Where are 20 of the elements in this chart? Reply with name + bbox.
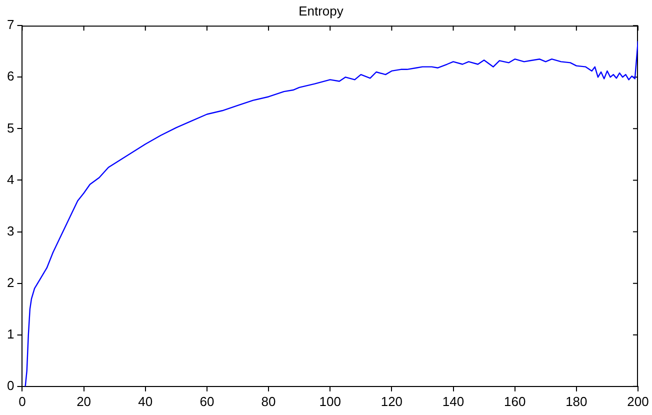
y-tick-label: 5 xyxy=(6,120,14,136)
y-tick-label: 2 xyxy=(6,274,14,290)
y-tick-label: 0 xyxy=(6,378,14,393)
x-tick-label: 20 xyxy=(76,394,92,409)
y-tick-label: 3 xyxy=(6,223,14,238)
x-tick-label: 40 xyxy=(138,394,153,409)
y-tick-label: 6 xyxy=(6,68,14,84)
y-tick-label: 4 xyxy=(6,172,14,187)
x-tick-label: 180 xyxy=(566,394,588,409)
chart-title: Entropy xyxy=(298,3,344,18)
x-tick-label: 100 xyxy=(319,394,341,409)
y-tick-label: 7 xyxy=(6,17,14,32)
x-tick-label: 160 xyxy=(504,394,526,409)
x-tick-label: 140 xyxy=(442,394,464,409)
x-tick-label: 120 xyxy=(380,394,403,409)
x-tick-label: 0 xyxy=(18,394,26,409)
x-tick-label: 200 xyxy=(627,394,649,409)
y-tick-label: 1 xyxy=(6,326,14,342)
x-tick-label: 60 xyxy=(200,394,214,409)
x-tick-label: 80 xyxy=(261,394,276,409)
